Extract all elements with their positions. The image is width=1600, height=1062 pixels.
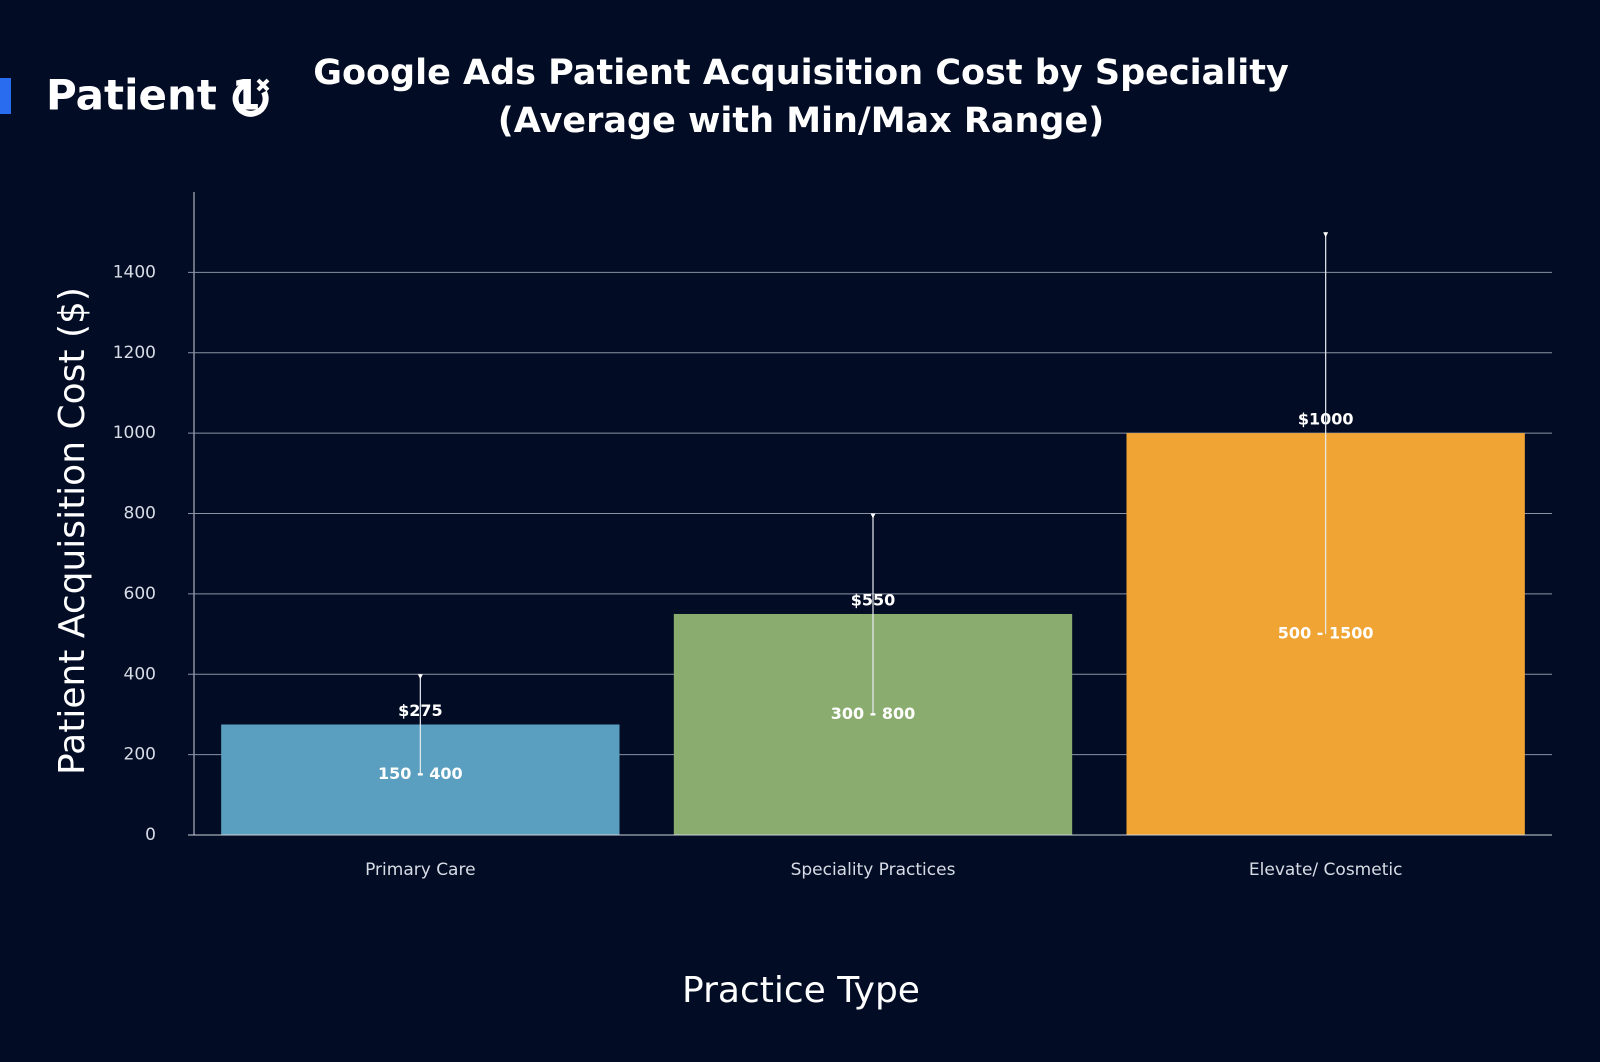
error-cap: [417, 674, 423, 680]
logo-icon: [232, 78, 270, 117]
error-cap: [1323, 232, 1329, 238]
chart-title: Google Ads Patient Acquisition Cost by S…: [313, 53, 1289, 93]
y-tick-label: 200: [124, 745, 156, 765]
logo-accent: [0, 78, 11, 114]
logo-x: [256, 78, 270, 92]
range-label: 500 - 1500: [1278, 624, 1374, 643]
x-tick-label: Primary Care: [365, 860, 475, 880]
y-tick-label: 800: [124, 504, 156, 524]
y-tick-label: 1400: [113, 262, 156, 282]
error-cap: [870, 513, 876, 519]
y-tick-label: 0: [145, 825, 156, 845]
range-label: 150 - 400: [378, 764, 463, 783]
y-tick-label: 600: [124, 584, 156, 604]
range-label: 300 - 800: [831, 704, 916, 723]
x-tick-label: Speciality Practices: [791, 860, 956, 880]
y-axis-title: Patient Acquisition Cost ($): [52, 287, 93, 775]
y-tick-label: 1200: [113, 343, 156, 363]
x-axis-title: Practice Type: [682, 970, 920, 1011]
logo: Patient 1: [46, 71, 261, 120]
y-tick-label: 400: [124, 664, 156, 684]
chart-subtitle: (Average with Min/Max Range): [498, 101, 1104, 141]
x-tick-label: Elevate/ Cosmetic: [1249, 860, 1403, 880]
y-tick-label: 1000: [113, 423, 156, 443]
logo-arrow: [232, 81, 269, 117]
